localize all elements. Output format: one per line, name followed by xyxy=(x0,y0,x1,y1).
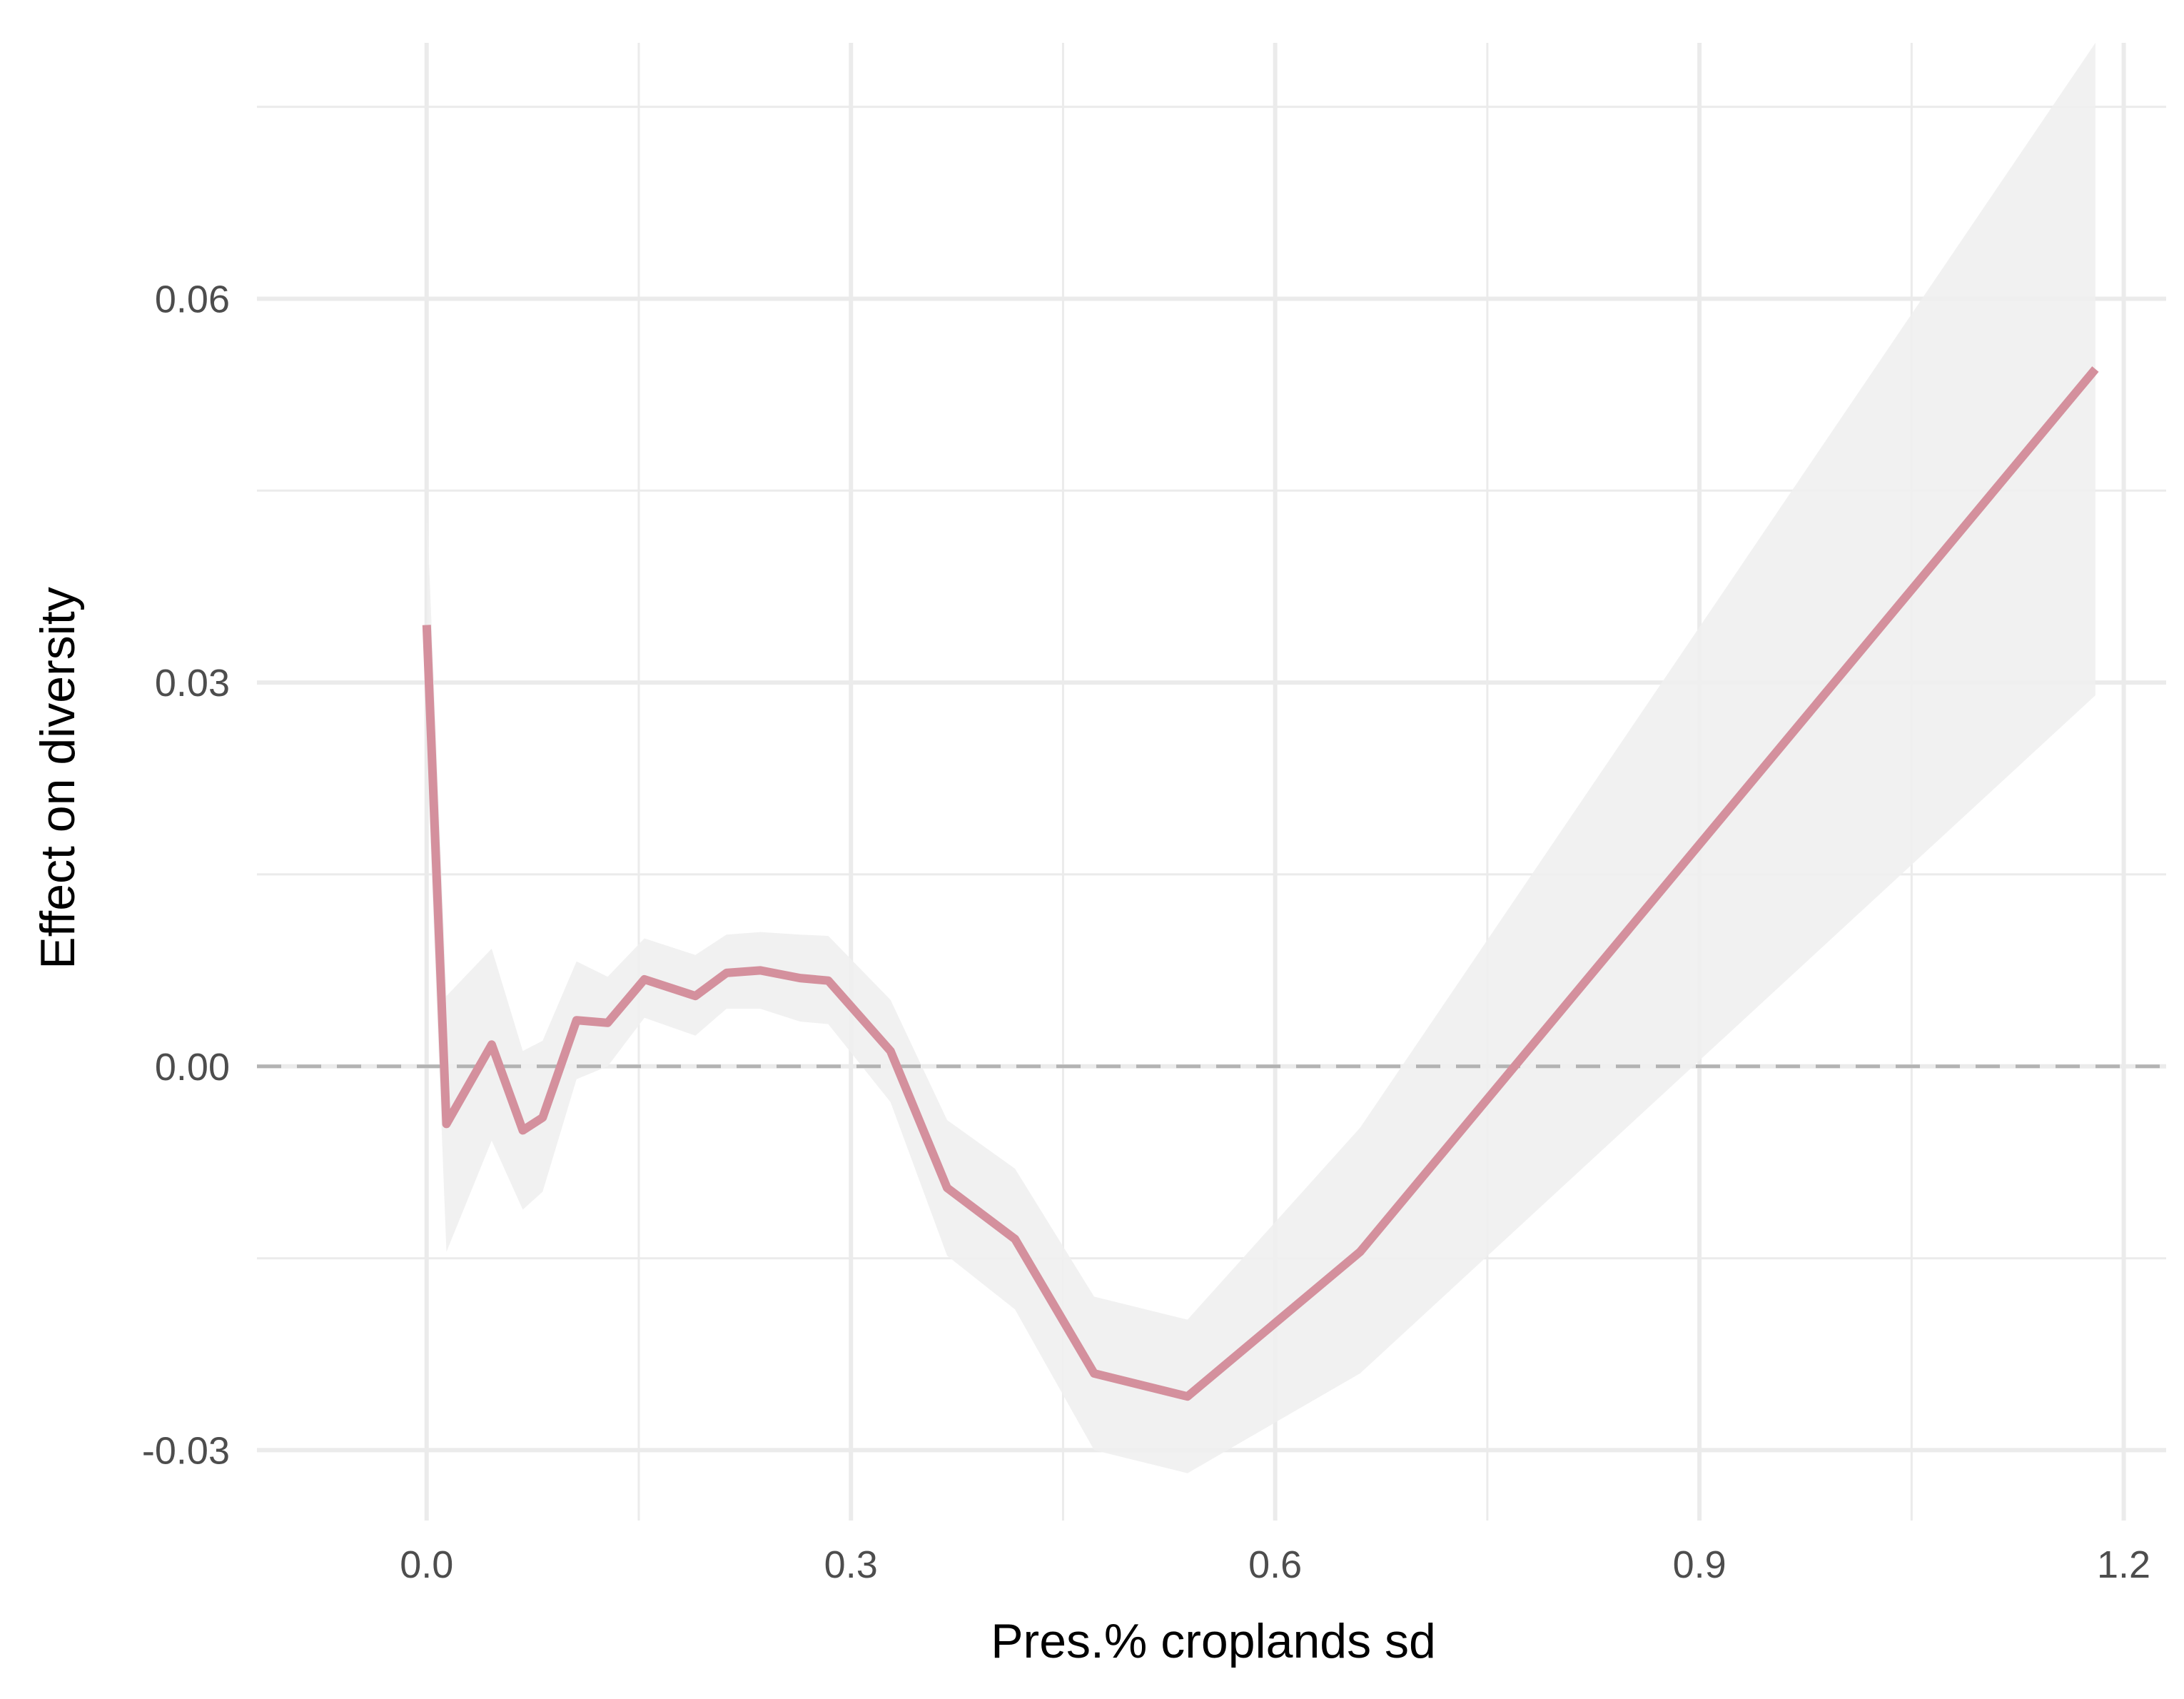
x-tick-label-2: 0.6 xyxy=(1248,1543,1302,1586)
series-line-layer xyxy=(422,366,2099,1401)
x-tick-label-0: 0.0 xyxy=(400,1543,453,1586)
x-tick-label-4: 1.2 xyxy=(2097,1543,2150,1586)
x-tick-labels: 0.0 0.3 0.6 0.9 1.2 xyxy=(400,1543,2150,1586)
x-tick-label-1: 0.3 xyxy=(824,1543,878,1586)
y-tick-label-2: 0.03 xyxy=(155,662,230,705)
confidence-band-layer xyxy=(426,43,2095,1473)
y-tick-label-1: 0.00 xyxy=(155,1046,230,1089)
x-axis-title: Pres.% croplands sd xyxy=(991,1614,1436,1668)
y-tick-label-0: -0.03 xyxy=(142,1429,230,1472)
y-axis-title: Effect on diversity xyxy=(31,587,85,969)
x-tick-label-3: 0.9 xyxy=(1673,1543,1727,1586)
confidence-band-0 xyxy=(426,43,2095,1473)
y-tick-label-3: 0.06 xyxy=(155,278,230,321)
series-line-0 xyxy=(422,366,2099,1401)
y-tick-labels: -0.03 0.00 0.03 0.06 xyxy=(142,278,230,1472)
